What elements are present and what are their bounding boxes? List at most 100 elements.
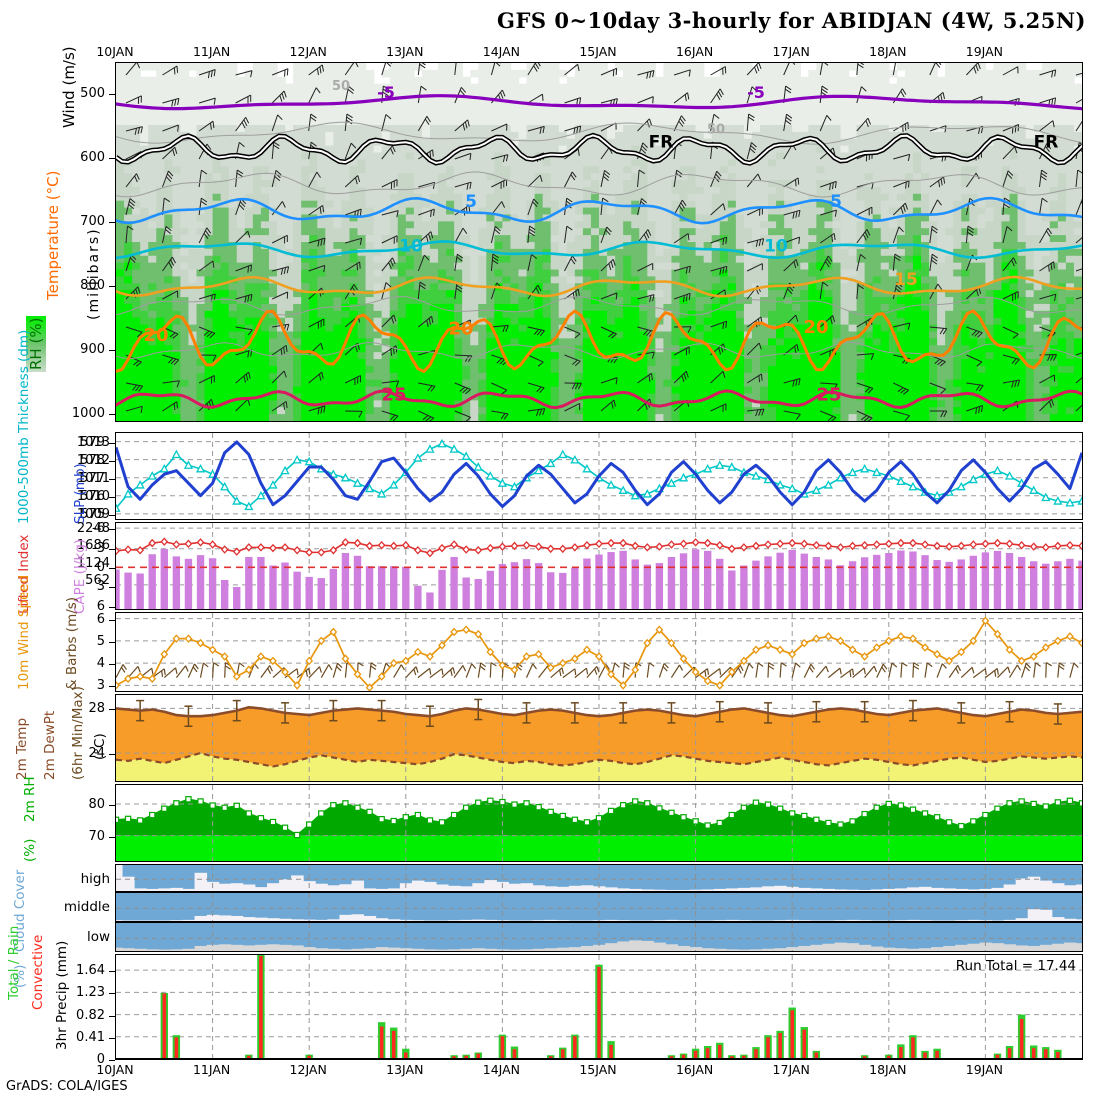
axis-tick-label: 500 — [80, 85, 105, 101]
axis-tick-mark — [109, 460, 115, 462]
rh2m-panel[interactable] — [115, 784, 1083, 862]
axis-tick-label: 6 — [96, 598, 105, 614]
axis-tick-mark — [109, 686, 115, 688]
axis-tick-label: 578 — [80, 452, 105, 468]
axis-tick-label: -3 — [92, 540, 105, 556]
date-label: 19JAN — [965, 1062, 1004, 1077]
axis-tick-mark — [109, 1060, 115, 1061]
date-label: 15JAN — [579, 44, 617, 59]
axis-tick-label: 3 — [96, 579, 105, 595]
date-label: 10JAN — [96, 44, 134, 59]
precip-total-legend: Total / Rain — [6, 925, 22, 1000]
footer-credit: GrADS: COLA/IGES — [6, 1079, 128, 1094]
temp-dewpoint-panel[interactable] — [115, 694, 1083, 782]
axis-tick-mark — [109, 836, 115, 838]
date-label: 12JAN — [289, 44, 327, 59]
axis-tick-label: -6 — [92, 521, 105, 537]
axis-tick-label: 5 — [96, 633, 105, 649]
axis-tick-mark — [109, 285, 115, 287]
precip-ylabel: 3hr Precip (mm) — [54, 940, 70, 1050]
axis-tick-label: 562 — [85, 572, 110, 588]
axis-tick-label: 1013 — [76, 434, 110, 450]
precip-panel[interactable]: Run Total = 17.44 — [115, 954, 1083, 1060]
axis-tick-label: 700 — [80, 213, 105, 229]
axis-tick-label: 800 — [80, 277, 105, 293]
date-label: 13JAN — [386, 1062, 424, 1077]
axis-tick-mark — [109, 606, 115, 608]
axis-tick-mark — [109, 1015, 115, 1017]
page-title: GFS 0~10day 3-hourly for ABIDJAN (4W, 5.… — [497, 8, 1086, 33]
date-label: 15JAN — [579, 1062, 617, 1077]
date-label: 11JAN — [192, 1062, 231, 1077]
li-cape-panel[interactable] — [115, 522, 1083, 610]
thickness-slp-panel[interactable] — [115, 432, 1083, 520]
axis-tick-mark — [109, 971, 115, 973]
date-label: 11JAN — [192, 44, 231, 59]
minmax-label: (6hr Min/Max) — [70, 686, 86, 780]
axis-tick-label: 1010 — [76, 488, 110, 504]
legend-temperature-label: Temperature (°C) — [44, 170, 62, 300]
axis-tick-mark — [109, 587, 115, 589]
wind10m-barbs-label: & Barbs (m/s) — [64, 596, 80, 690]
date-label: 16JAN — [675, 44, 714, 59]
date-label: 19JAN — [965, 44, 1004, 59]
date-label: 10JAN — [96, 1062, 134, 1077]
axis-tick-label: 24 — [88, 746, 105, 762]
wind10m-panel[interactable] — [115, 612, 1083, 692]
date-label: 18JAN — [869, 44, 907, 59]
upper-air-panel[interactable]: -5-5FRFR551010152020202525505030 — [115, 62, 1083, 422]
axis-tick-label: 579 — [80, 434, 105, 450]
cloud-row-middle-label: middle — [63, 899, 110, 915]
date-label: 18JAN — [869, 1062, 907, 1077]
axis-tick-label: 0 — [96, 559, 105, 575]
legend-wind-label: Wind (m/s) — [60, 46, 78, 128]
axis-tick-label: 576 — [80, 488, 105, 504]
run-total-label: Run Total = 17.44 — [955, 958, 1076, 974]
axis-tick-mark — [109, 514, 115, 516]
date-label: 13JAN — [386, 44, 424, 59]
axis-tick-label: 1011 — [76, 470, 110, 486]
axis-tick-label: 0.82 — [76, 1007, 105, 1023]
date-label: 17JAN — [772, 44, 810, 59]
wind10m-speed-label: 10m Wind Speed — [16, 574, 32, 690]
axis-tick-mark — [109, 993, 115, 995]
cloud-middle-panel[interactable] — [115, 892, 1083, 922]
axis-tick-mark — [109, 529, 115, 531]
axis-tick-mark — [109, 1037, 115, 1039]
dewpt2m-label: 2m DewPt — [42, 710, 58, 780]
axis-tick-label: 600 — [80, 149, 105, 165]
axis-tick-label: 1686 — [76, 538, 110, 554]
cloud-row-high-label: high — [80, 871, 110, 887]
cloud-low-panel[interactable] — [115, 922, 1083, 952]
axis-tick-mark — [109, 442, 115, 444]
axis-tick-mark — [109, 641, 115, 643]
axis-tick-mark — [109, 157, 115, 159]
axis-tick-mark — [109, 754, 115, 756]
rh2m-unit-label: (%) — [22, 838, 38, 862]
temp2m-label: 2m Temp — [14, 717, 30, 780]
axis-tick-mark — [109, 478, 115, 480]
date-label: 14JAN — [482, 1062, 521, 1077]
axis-tick-mark — [109, 805, 115, 806]
axis-tick-mark — [109, 413, 115, 415]
axis-tick-label: 0.41 — [76, 1029, 105, 1045]
thickness-ylabel: 1000-500mb Thickness (dm) — [16, 329, 32, 524]
date-label: 17JAN — [772, 1062, 810, 1077]
axis-tick-label: 0 — [96, 1052, 105, 1067]
cloud-row-low-label: low — [86, 929, 110, 945]
axis-tick-label: 6 — [96, 611, 105, 627]
precip-convective-legend: Convective — [30, 934, 46, 1010]
date-label: 14JAN — [482, 44, 521, 59]
axis-tick-mark — [109, 496, 115, 498]
axis-tick-label: 577 — [80, 470, 105, 486]
date-label: 16JAN — [675, 1062, 714, 1077]
axis-tick-mark — [109, 548, 115, 550]
axis-tick-label: 2248 — [76, 521, 110, 537]
axis-tick-label: 1124 — [76, 555, 110, 571]
slp-ylabel: SLP (mb) — [72, 463, 88, 524]
axis-tick-label: 80 — [88, 797, 105, 812]
axis-tick-label: 1012 — [76, 452, 110, 468]
cloud-high-panel[interactable] — [115, 864, 1083, 892]
axis-tick-label: 28 — [88, 701, 105, 717]
temp-unit-label: (°C) — [92, 733, 108, 760]
